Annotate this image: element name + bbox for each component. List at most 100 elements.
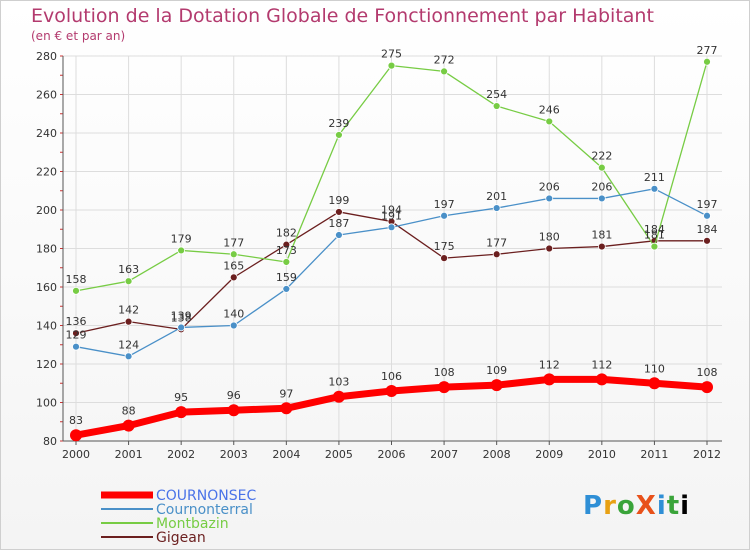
data-label: 184 — [697, 223, 718, 236]
data-label: 158 — [66, 273, 87, 286]
data-point — [177, 323, 186, 332]
y-tick-label: 220 — [36, 166, 57, 179]
x-tick-label: 2006 — [378, 448, 406, 461]
data-label: 175 — [434, 240, 455, 253]
data-label: 181 — [591, 229, 612, 242]
x-tick-label: 2001 — [115, 448, 143, 461]
data-point — [440, 254, 448, 263]
series-layer — [70, 57, 713, 442]
data-point — [438, 381, 451, 394]
data-point — [229, 321, 238, 330]
data-point — [490, 379, 503, 392]
data-point — [124, 352, 133, 361]
data-label: 140 — [223, 308, 244, 321]
data-point — [335, 208, 343, 216]
data-point — [703, 57, 711, 66]
data-label: 159 — [276, 271, 297, 284]
data-point — [175, 406, 188, 419]
data-label: 199 — [328, 194, 349, 207]
data-point — [650, 184, 659, 193]
data-label: 83 — [69, 414, 83, 427]
x-tick-label: 2008 — [483, 448, 511, 461]
data-label: 254 — [486, 88, 507, 101]
data-label: 163 — [118, 263, 139, 276]
x-tick-label: 2004 — [272, 448, 300, 461]
data-label: 109 — [486, 364, 507, 377]
data-point — [703, 211, 711, 220]
data-point — [227, 404, 240, 417]
data-label: 211 — [644, 171, 665, 184]
data-point — [492, 250, 501, 259]
data-point — [492, 204, 501, 212]
data-label: 165 — [223, 259, 244, 272]
x-tick-label: 2009 — [535, 448, 563, 461]
data-label: 222 — [591, 150, 612, 163]
data-point — [70, 429, 82, 442]
data-label: 206 — [591, 180, 612, 193]
data-point — [335, 131, 343, 139]
data-label: 103 — [328, 376, 349, 389]
y-tick-label: 260 — [36, 89, 57, 102]
data-label: 201 — [486, 190, 507, 203]
data-label: 129 — [66, 329, 87, 342]
data-point — [597, 163, 606, 172]
data-point — [387, 61, 396, 70]
data-point — [545, 244, 554, 253]
data-point — [282, 285, 291, 293]
legend-label-cournonsec: COURNONSEC — [156, 488, 256, 504]
proxiti-logo: ProXiti — [583, 491, 691, 521]
data-label: 177 — [223, 236, 244, 249]
data-point — [124, 317, 133, 326]
x-tick-label: 2012 — [693, 448, 721, 461]
data-label: 106 — [381, 370, 402, 383]
data-label: 275 — [381, 48, 402, 61]
axis-layer: 80 100 120 140 160 180 200 220 240 260 280 2000 2001… — [36, 50, 722, 461]
x-tick-label: 2002 — [167, 448, 195, 461]
x-tick-label: 2007 — [430, 448, 458, 461]
data-point — [440, 67, 448, 76]
data-label: 95 — [174, 391, 188, 404]
data-point — [122, 419, 135, 432]
y-tick-label: 100 — [36, 397, 57, 410]
data-point — [387, 223, 396, 232]
data-point — [335, 231, 343, 239]
x-tick-label: 2011 — [640, 448, 668, 461]
data-label: 108 — [434, 366, 455, 379]
x-tick-label: 2010 — [588, 448, 616, 461]
data-label: 197 — [434, 198, 455, 211]
data-point — [177, 246, 186, 255]
data-label: 139 — [171, 309, 192, 322]
data-point — [595, 373, 608, 386]
y-tick-label: 160 — [36, 281, 57, 294]
data-label: 112 — [591, 358, 612, 371]
data-label: 112 — [539, 358, 560, 371]
data-point — [597, 194, 606, 203]
data-point — [545, 194, 554, 203]
data-point — [124, 277, 133, 286]
data-label: 108 — [697, 366, 718, 379]
data-point — [703, 236, 711, 245]
data-label: 182 — [276, 227, 297, 240]
grid-layer — [63, 55, 722, 442]
data-point — [282, 240, 291, 249]
y-tick-label: 140 — [36, 320, 57, 333]
x-tick-label: 2005 — [325, 448, 353, 461]
data-label: 96 — [227, 389, 241, 402]
data-point — [545, 117, 554, 126]
data-label: 124 — [118, 338, 139, 351]
data-point — [72, 286, 80, 295]
data-label: 246 — [539, 103, 560, 116]
data-label: 206 — [539, 180, 560, 193]
data-point — [229, 273, 238, 282]
data-point — [597, 242, 606, 251]
data-point — [701, 381, 713, 394]
legend-label-cournonterral: Cournonterral — [156, 502, 253, 518]
data-point — [229, 250, 238, 259]
data-label: 191 — [381, 209, 402, 222]
data-label: 110 — [644, 362, 665, 375]
data-label: 277 — [697, 44, 718, 57]
y-tick-label: 280 — [36, 50, 57, 63]
data-label: 187 — [328, 217, 349, 230]
x-tick-label: 2003 — [220, 448, 248, 461]
